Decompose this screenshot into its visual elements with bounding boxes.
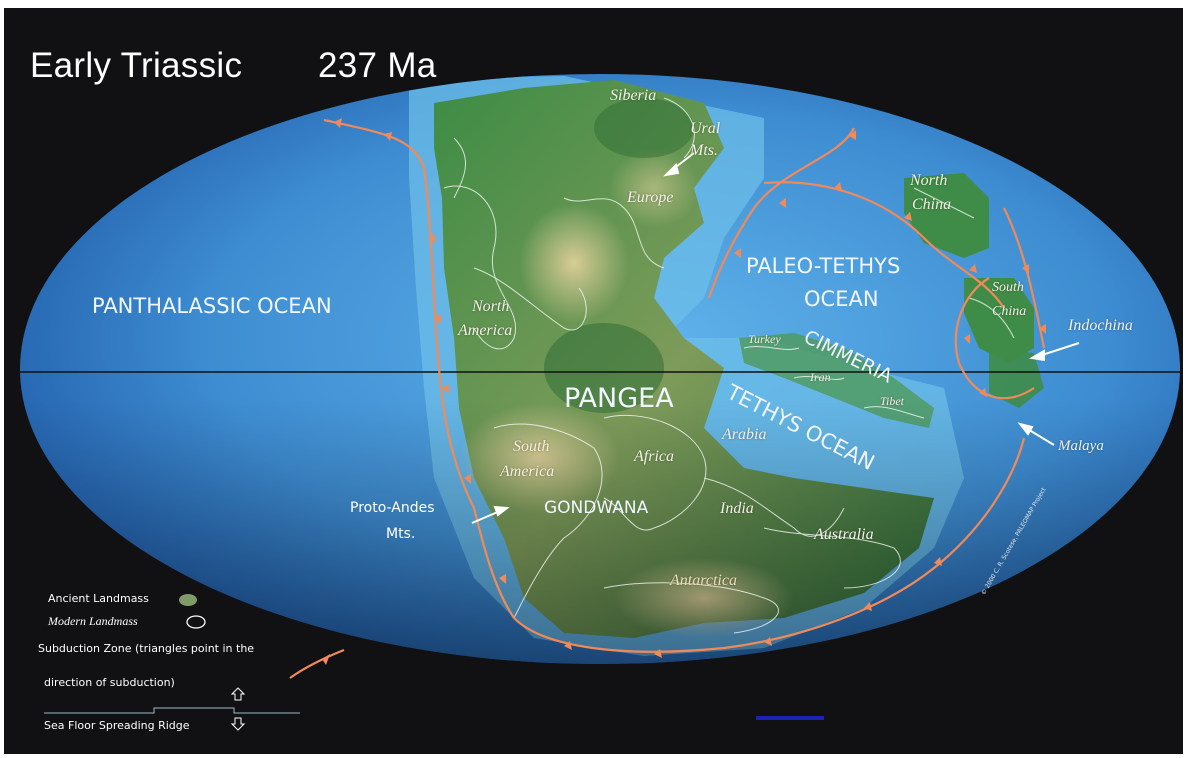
label-tibet: Tibet [880,394,905,408]
label-paleo-tethys-line1: PALEO-TETHYS [746,254,901,278]
legend-graphics [44,594,824,731]
label-panthalassic-ocean: PANTHALASSIC OCEAN [92,294,332,318]
label-paleo-tethys-line2: OCEAN [804,287,879,311]
title-period: Early Triassic [30,46,243,85]
label-proto-andes-line2: Mts. [386,526,416,542]
label-gondwana: GONDWANA [544,498,649,518]
label-iran: Iran [810,370,831,384]
label-proto-andes-line1: Proto-Andes [350,500,435,516]
down-arrow-icon [230,717,246,731]
legend-spreading-ridge: Sea Floor Spreading Ridge [44,719,190,732]
label-north-america-line1: North [472,298,510,315]
label-north-china-line1: North [910,172,948,189]
label-turkey: Turkey [748,332,781,346]
ridge-swatch [44,707,300,714]
label-siberia: Siberia [610,87,657,104]
label-south-america-line1: South [513,438,550,455]
label-south-china-line2: China [992,304,1027,319]
subduction-swatch [289,648,345,679]
pointer-arrows [471,152,1080,524]
label-europe: Europe [627,189,674,206]
legend-ancient-landmass: Ancient Landmass [48,592,149,605]
map-canvas [20,74,1180,731]
ancient-landmass-swatch [179,594,197,606]
label-ural-line1: Ural [690,120,721,137]
label-north-america-line2: America [458,322,513,339]
label-ural-line2: Mts. [690,142,718,159]
landmasses [20,74,1180,664]
label-south-america-line2: America [500,463,555,480]
legend-subduction-line1: Subduction Zone (triangles point in the [38,642,255,655]
subduction-zones [323,118,1046,653]
label-indochina: Indochina [1068,317,1133,334]
label-antarctica: Antarctica [670,572,737,589]
label-africa: Africa [634,448,674,465]
up-arrow-icon [230,687,246,701]
label-south-china-line1: South [992,280,1024,295]
legend-modern-landmass: Modern Landmass [48,614,138,628]
legend-subduction-line2: direction of subduction) [44,676,175,689]
label-arabia: Arabia [722,426,767,443]
label-malaya: Malaya [1058,438,1104,454]
title-age: 237 Ma [318,46,437,85]
label-india: India [720,500,754,517]
map-frame: Early Triassic 237 Ma PANTHALASSIC OCEAN… [4,8,1183,754]
label-australia: Australia [814,526,874,543]
label-pangea: PANGEA [564,383,674,414]
modern-landmass-swatch [186,615,206,629]
modern-outlines [443,97,1015,634]
label-north-china-line2: China [912,196,952,213]
subduction-triangles [334,118,1046,658]
